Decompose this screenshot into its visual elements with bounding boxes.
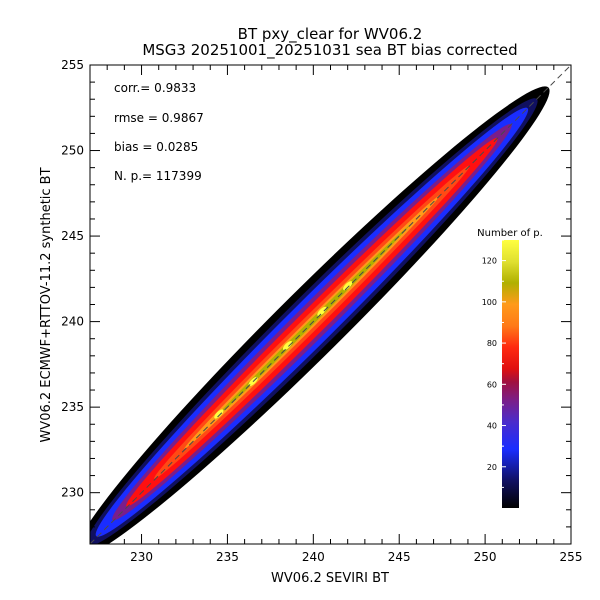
colorbar-tick-label: 60: [487, 380, 497, 389]
colorbar-tick-label: 40: [487, 422, 497, 431]
colorbar-tick-label: 100: [482, 298, 497, 307]
stat-corr: corr.= 0.9833: [114, 81, 196, 95]
y-axis-label: WV06.2 ECMWF+RTTOV-11.2 synthetic BT: [39, 167, 54, 442]
x-tick-label: 230: [130, 550, 153, 564]
x-tick-label: 250: [474, 550, 497, 564]
density-peak: [282, 340, 293, 351]
colorbar-tick-label: 20: [487, 463, 497, 472]
y-tick-label: 255: [61, 58, 84, 72]
colorbar-gradient: [502, 240, 519, 508]
chart-subtitle: MSG3 20251001_20251031 sea BT bias corre…: [142, 41, 517, 60]
x-tick-label: 245: [388, 550, 411, 564]
density-cloud: [90, 65, 571, 544]
density-peak: [343, 281, 353, 291]
density-peak: [317, 306, 327, 316]
colorbar-title: Number of p.: [477, 228, 543, 239]
x-tick-label: 235: [216, 550, 239, 564]
y-axis: 230 235 240 245 250 255: [61, 58, 571, 545]
y-tick-label: 235: [61, 400, 84, 414]
density-peak: [214, 409, 224, 419]
colorbar-tick-label: 120: [482, 257, 497, 266]
y-tick-label: 245: [61, 229, 84, 243]
y-tick-label: 230: [61, 486, 84, 500]
y-tick-label: 250: [61, 144, 84, 158]
colorbar: Number of p. 20 40 60 80 100 120: [477, 228, 543, 508]
one-to-one-line: [90, 65, 571, 544]
colorbar-tick-label: 80: [487, 339, 497, 348]
y-tick-label: 240: [61, 315, 84, 329]
x-tick-label: 240: [302, 550, 325, 564]
stat-npoints: N. p.= 117399: [114, 169, 202, 183]
chart-title: BT pxy_clear for WV06.2: [238, 25, 423, 44]
x-axis: 230 235 240 245 250 255: [89, 65, 583, 564]
x-tick-label: 255: [560, 550, 583, 564]
stat-bias: bias = 0.0285: [114, 140, 198, 154]
stat-rmse: rmse = 0.9867: [114, 111, 204, 125]
x-axis-label: WV06.2 SEVIRI BT: [271, 571, 389, 586]
